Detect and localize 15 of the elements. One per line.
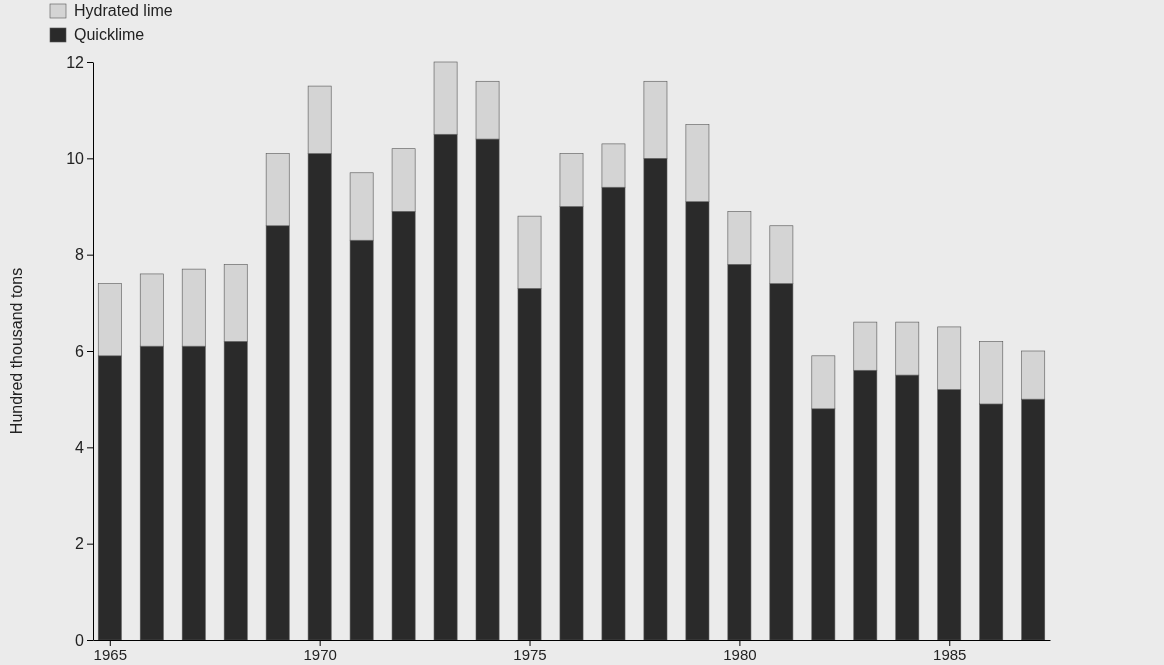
y-tick-label: 6 (75, 342, 85, 360)
y-tick-label: 4 (75, 438, 85, 456)
x-tick-label: 1970 (303, 645, 337, 663)
y-tick-label: 10 (66, 149, 85, 167)
x-tick-label: 1965 (93, 645, 127, 663)
y-tick-label: 12 (66, 53, 85, 71)
y-tick-label: 2 (75, 535, 85, 553)
x-tick-label: 1980 (723, 645, 757, 663)
x-tick-label: 1985 (933, 645, 967, 663)
y-axis-title: Hundred thousand tons (8, 267, 25, 435)
y-tick-label: 8 (75, 246, 85, 264)
y-tick-label: 0 (75, 631, 85, 649)
x-tick-label: 1975 (513, 645, 547, 663)
legend-label: Hydrated lime (74, 2, 173, 19)
legend-label: Quicklime (74, 26, 145, 43)
